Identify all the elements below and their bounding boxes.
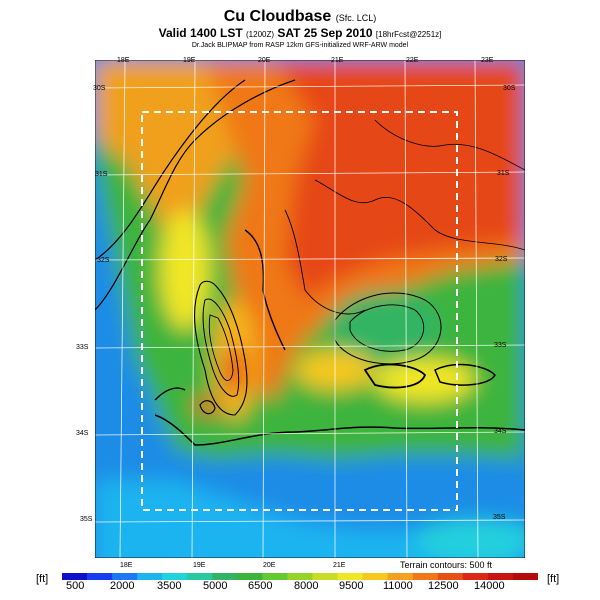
lat-label-right: 31S: [497, 170, 510, 177]
lon-label-top: 21E: [331, 57, 344, 64]
color-swatch: [337, 573, 364, 580]
color-swatch: [512, 573, 538, 580]
lon-label-top: 20E: [258, 57, 271, 64]
color-swatch: [212, 573, 238, 580]
terrain-contours-note: Terrain contours: 500 ft: [400, 560, 493, 570]
lat-label-right: 35S: [493, 514, 506, 521]
lat-label-left: 30S: [93, 85, 106, 92]
forecast-info: [18hrFcst@2251z]: [375, 30, 442, 39]
color-swatch: [162, 573, 188, 580]
lat-label-right: 32S: [495, 256, 508, 263]
lon-label-bottom: 21E: [333, 562, 346, 569]
valid-time: Valid 1400 LST (1200Z) SAT 25 Sep 2010 […: [0, 26, 600, 40]
lon-label-top: 23E: [481, 57, 494, 64]
valid-lst: Valid 1400 LST: [158, 26, 243, 40]
cloudbase-map: [95, 60, 525, 558]
valid-date: SAT 25 Sep 2010: [277, 26, 373, 40]
colorbar-tick-label: 9500: [339, 580, 364, 592]
colorbar-tick-label: 11000: [383, 580, 413, 592]
color-swatch: [137, 573, 163, 580]
lat-label-left: 32S: [97, 257, 110, 264]
title-main: Cu Cloudbase: [223, 8, 332, 25]
lat-label-left: 35S: [80, 516, 93, 523]
colorbar-tick-label: 2000: [110, 580, 135, 592]
color-swatch: [187, 573, 213, 580]
model-credit: Dr.Jack BLIPMAP from RASP 12km GFS-initi…: [191, 42, 409, 49]
color-swatch: [312, 573, 339, 580]
lon-label-top: 22E: [406, 57, 419, 64]
color-swatch: [412, 573, 439, 580]
lat-label-right: 30S: [503, 85, 516, 92]
color-swatch: [62, 573, 88, 580]
color-swatch: [437, 573, 464, 580]
color-swatch: [287, 573, 314, 580]
lon-label-bottom: 18E: [120, 562, 133, 569]
colorbar-tick-label: 8000: [294, 580, 319, 592]
color-swatch: [237, 573, 263, 580]
valid-utc: (1200Z): [246, 30, 275, 39]
colorbar-tick-label: 500: [66, 580, 85, 592]
unit-label-left: [ft]: [36, 573, 49, 585]
lat-label-left: 34S: [76, 430, 89, 437]
lon-label-top: 18E: [117, 57, 130, 64]
color-swatch: [362, 573, 389, 580]
colorbar-tick-label: 14000: [474, 580, 505, 592]
color-swatch: [462, 573, 489, 580]
color-swatch: [87, 573, 113, 580]
color-swatch: [262, 573, 288, 580]
lon-label-bottom: 19E: [193, 562, 206, 569]
color-swatch: [487, 573, 514, 580]
color-swatch: [112, 573, 138, 580]
lat-label-left: 31S: [95, 171, 108, 178]
lon-label-top: 19E: [183, 57, 196, 64]
title-subtitle: (Sfc. LCL): [335, 13, 377, 23]
colorbar-tick-label: 12500: [428, 580, 459, 592]
lat-label-left: 33S: [76, 344, 89, 351]
unit-label-right: [ft]: [547, 573, 560, 585]
lat-label-right: 34S: [494, 428, 507, 435]
map-title: Cu Cloudbase (Sfc. LCL): [0, 8, 600, 26]
color-swatch: [387, 573, 414, 580]
colorbar-tick-label: 6500: [248, 580, 273, 592]
colorbar-tick-label: 3500: [157, 580, 182, 592]
lon-label-bottom: 20E: [263, 562, 276, 569]
lat-label-right: 33S: [494, 342, 507, 349]
colorbar-tick-label: 5000: [203, 580, 228, 592]
color-scale-bar: [62, 573, 538, 580]
